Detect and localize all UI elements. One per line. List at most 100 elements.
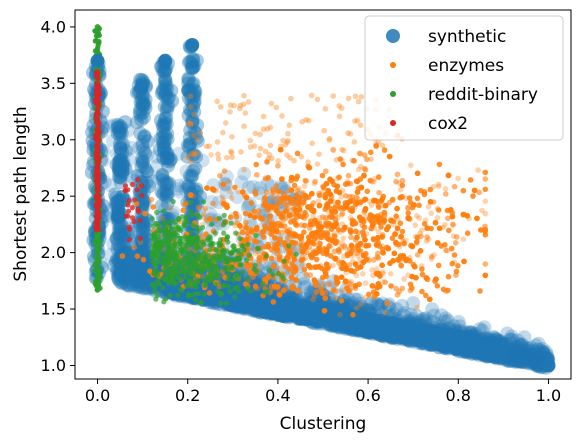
enzymes-point: [448, 245, 455, 252]
synthetic-point: [303, 285, 318, 300]
synthetic-point: [109, 209, 124, 224]
enzymes-point: [131, 244, 137, 251]
synthetic-point: [514, 346, 529, 361]
synthetic-point: [527, 352, 541, 367]
synthetic-point: [517, 346, 532, 361]
synthetic-point: [113, 170, 128, 185]
synthetic-point: [371, 297, 385, 312]
synthetic-point: [540, 348, 555, 363]
synthetic-point: [112, 136, 127, 151]
synthetic-point: [504, 350, 519, 365]
enzymes-point: [252, 238, 258, 244]
synthetic-point: [437, 314, 452, 329]
synthetic-point: [512, 355, 527, 369]
enzymes-point: [134, 253, 141, 259]
enzymes-point: [309, 239, 315, 246]
synthetic-point: [117, 241, 132, 256]
synthetic-point: [135, 261, 150, 276]
synthetic-point: [512, 339, 527, 354]
synthetic-point: [124, 267, 138, 282]
synthetic-point: [109, 157, 124, 172]
synthetic-point: [112, 124, 127, 138]
synthetic-point: [371, 299, 386, 314]
synthetic-point: [114, 253, 129, 268]
synthetic-point: [118, 256, 133, 271]
synthetic-point: [116, 267, 131, 282]
enzymes-point: [427, 296, 433, 303]
synthetic-point: [115, 159, 130, 174]
synthetic-point: [120, 277, 135, 292]
synthetic-point: [112, 222, 127, 237]
synthetic-point: [113, 242, 128, 257]
enzymes-point: [315, 264, 322, 270]
synthetic-point: [121, 264, 136, 279]
enzymes-point: [313, 256, 320, 263]
enzymes-point: [323, 261, 330, 268]
enzymes-point: [297, 257, 304, 264]
synthetic-point: [348, 292, 362, 307]
synthetic-point: [116, 155, 131, 170]
synthetic-point: [110, 264, 124, 278]
enzymes-point: [482, 261, 489, 267]
enzymes-point: [407, 287, 414, 294]
enzymes-point: [382, 279, 389, 286]
synthetic-point: [352, 296, 367, 311]
synthetic-point: [117, 274, 132, 289]
enzymes-point: [345, 172, 352, 179]
enzymes-point: [442, 222, 448, 228]
synthetic-point: [111, 210, 126, 225]
enzymes-point: [346, 262, 353, 268]
enzymes-point: [142, 210, 148, 217]
enzymes-point: [316, 190, 322, 197]
synthetic-point: [515, 351, 530, 365]
synthetic-point: [475, 323, 490, 338]
enzymes-point: [405, 210, 412, 216]
enzymes-point: [348, 267, 354, 274]
synthetic-point: [186, 60, 201, 75]
enzymes-point: [336, 260, 342, 267]
synthetic-point: [112, 267, 127, 282]
enzymes-point: [283, 202, 290, 209]
synthetic-point: [524, 340, 539, 355]
enzymes-point: [376, 283, 383, 290]
synthetic-point: [112, 127, 127, 142]
synthetic-point: [135, 135, 150, 149]
synthetic-point: [132, 279, 147, 294]
enzymes-point: [443, 288, 449, 295]
synthetic-point: [533, 346, 548, 361]
synthetic-point: [115, 230, 129, 245]
synthetic-point: [332, 308, 345, 320]
synthetic-point: [376, 316, 389, 329]
synthetic-point: [229, 295, 242, 308]
synthetic-point: [524, 348, 539, 363]
enzymes-point: [414, 304, 420, 311]
synthetic-point: [530, 350, 545, 365]
synthetic-point: [113, 141, 128, 156]
enzymes-point: [261, 234, 267, 240]
enzymes-point: [482, 198, 489, 204]
enzymes-point: [322, 270, 329, 277]
synthetic-point: [122, 257, 137, 272]
synthetic-point: [124, 272, 139, 286]
synthetic-point: [111, 271, 126, 286]
synthetic-point: [514, 344, 529, 359]
synthetic-point: [519, 355, 534, 370]
enzymes-point: [282, 286, 289, 292]
synthetic-point: [128, 274, 143, 289]
synthetic-point: [132, 261, 147, 276]
synthetic-point: [529, 356, 544, 371]
synthetic-point: [113, 153, 128, 168]
synthetic-point: [130, 261, 145, 276]
synthetic-point: [509, 353, 524, 368]
synthetic-point: [507, 352, 522, 367]
synthetic-point: [123, 268, 138, 283]
enzymes-point: [428, 253, 435, 260]
enzymes-point: [302, 177, 309, 184]
synthetic-point: [112, 158, 127, 173]
enzymes-point: [482, 232, 489, 238]
synthetic-point: [135, 263, 150, 278]
synthetic-point: [523, 347, 538, 362]
enzymes-point: [434, 215, 441, 221]
enzymes-point: [332, 294, 339, 301]
synthetic-point: [121, 277, 136, 292]
